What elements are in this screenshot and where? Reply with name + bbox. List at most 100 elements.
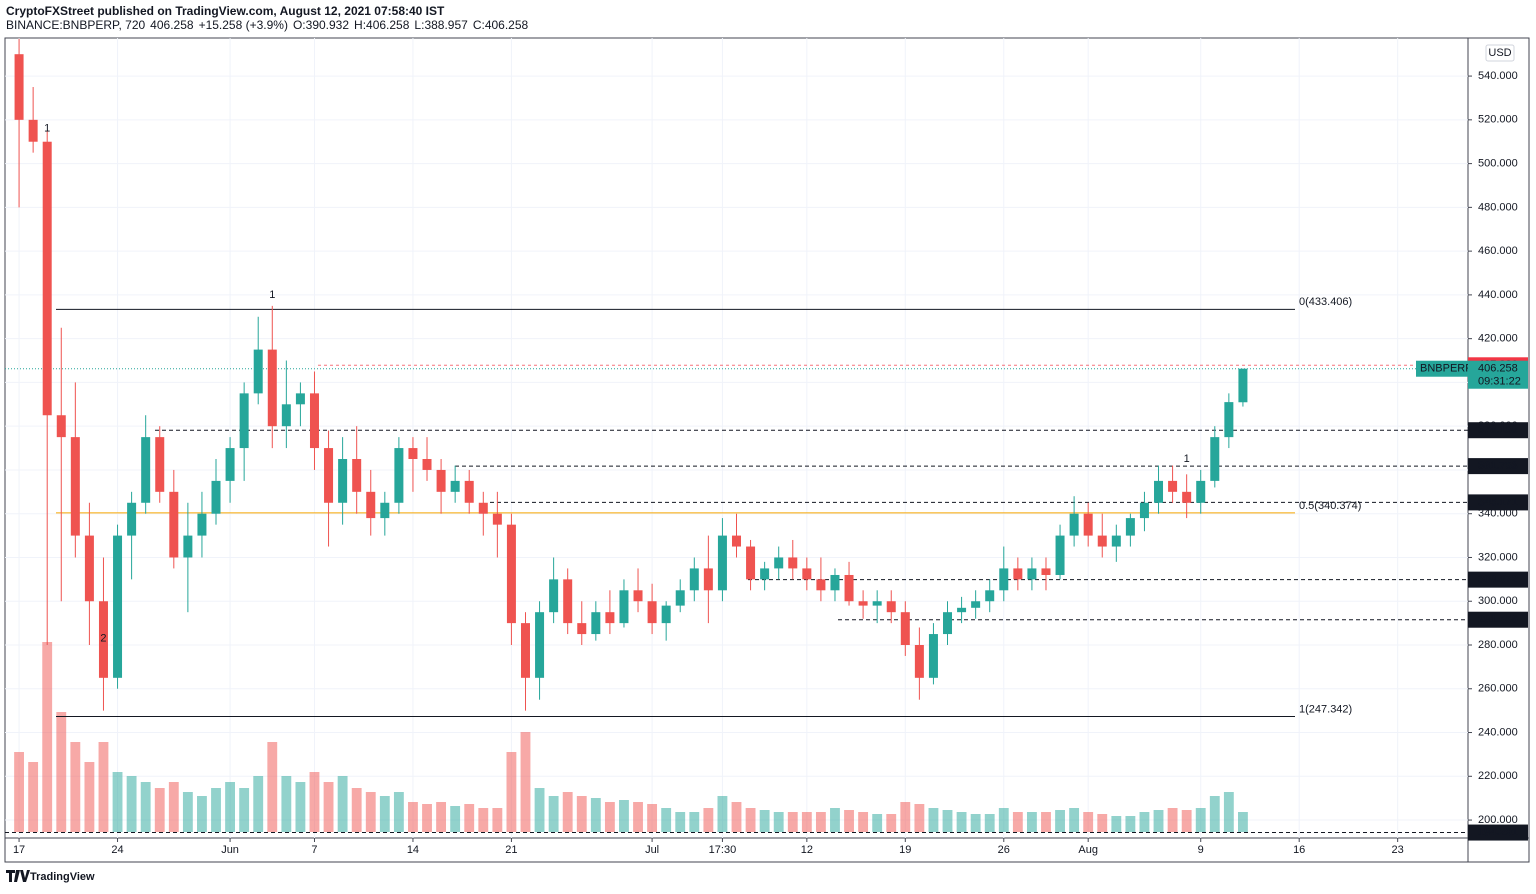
candle-body <box>900 612 910 646</box>
volume-bar <box>168 782 179 832</box>
x-tick-label: 19 <box>899 844 911 856</box>
x-tick-label: 21 <box>505 844 517 856</box>
candle-body <box>563 579 573 624</box>
level-label: 345.171 <box>1478 496 1518 508</box>
candle-body <box>42 141 52 416</box>
volume-bar <box>590 798 601 832</box>
volume-bar <box>408 802 418 832</box>
y-tick-label: 240.000 <box>1478 726 1518 738</box>
volume-bar <box>858 812 869 832</box>
volume-bar <box>42 642 53 832</box>
level-box <box>1468 422 1528 439</box>
volume-bar <box>182 792 193 832</box>
candle-body <box>98 601 108 678</box>
last-price: 406.258 <box>150 18 194 32</box>
y-tick-label: 340.000 <box>1478 508 1518 520</box>
y-tick-label: 420.000 <box>1478 333 1518 345</box>
candle-body <box>1125 518 1135 536</box>
volume-bar <box>1181 810 1192 832</box>
candle-body <box>1238 368 1248 403</box>
volume-bar <box>928 808 939 832</box>
y-tick-label: 480.000 <box>1478 201 1518 213</box>
volume-bar <box>267 742 278 832</box>
price-box <box>1468 360 1528 389</box>
candle-body <box>619 590 629 624</box>
volume-bar <box>900 802 911 832</box>
candle-body <box>28 119 38 142</box>
volume-bar <box>98 742 109 832</box>
volume-bar <box>492 808 503 832</box>
currency-box <box>1485 44 1515 62</box>
level-box <box>1468 824 1528 841</box>
volume-bar <box>787 812 798 832</box>
ohlc-value: 390.932 <box>306 18 350 32</box>
candle-body <box>591 612 601 635</box>
publisher: CryptoFXStreet published on TradingView.… <box>6 4 445 18</box>
candle-body <box>788 557 798 569</box>
candle-body <box>1055 535 1065 575</box>
candle-body <box>844 574 854 602</box>
candle-body <box>731 535 742 547</box>
candle-body <box>408 448 418 460</box>
x-tick-label: Aug <box>1078 844 1098 856</box>
candle-body <box>436 469 446 492</box>
volume-bar <box>1026 812 1037 832</box>
volume-bar <box>703 808 714 832</box>
volume-bar <box>1041 812 1051 832</box>
candle-body <box>1111 535 1121 547</box>
level-label: 361.753 <box>1478 460 1518 472</box>
candle-body <box>141 437 151 503</box>
volume-bar <box>815 812 826 832</box>
candle-body <box>1139 502 1149 519</box>
volume-bar <box>323 782 334 832</box>
ohlc-label: O: <box>293 18 306 32</box>
candle-body <box>127 502 137 536</box>
volume-bar <box>211 788 221 832</box>
volume-bar <box>1069 808 1080 832</box>
volume-bar <box>759 810 770 832</box>
frame <box>4 37 1530 863</box>
candle-body <box>957 607 967 613</box>
y-tick-label: 540.000 <box>1478 70 1518 82</box>
candle-body <box>1041 568 1051 575</box>
x-tick-label: 24 <box>111 844 123 856</box>
candle-body <box>281 404 291 427</box>
y-tick-label: 520.000 <box>1478 114 1518 126</box>
volume-bar <box>604 802 615 832</box>
candle-body <box>366 491 376 519</box>
candle-body <box>661 605 671 624</box>
candle-body <box>1097 535 1107 547</box>
volume-bar <box>140 782 151 832</box>
candles <box>14 38 1248 711</box>
level-label: 194.291 <box>1478 826 1518 838</box>
volume-bar <box>422 804 432 832</box>
candle-body <box>155 437 165 492</box>
x-tick-label: Jul <box>645 844 659 856</box>
volume-bar <box>197 796 207 832</box>
volume-bar <box>520 732 531 832</box>
candle-body <box>1196 480 1206 503</box>
volume-bar <box>562 792 573 832</box>
candle-body <box>816 579 826 591</box>
volume-bar <box>112 772 123 832</box>
y-tick-label: 460.000 <box>1478 245 1518 257</box>
volume-bar <box>1139 812 1150 832</box>
volume-bar <box>450 806 461 832</box>
x-tick-label: 23 <box>1392 844 1404 856</box>
volume-bar <box>1223 792 1234 832</box>
x-tick-label: 17:30 <box>709 844 737 856</box>
candle-body <box>1027 568 1037 580</box>
candle-body <box>225 448 235 481</box>
ohlc-label: L: <box>414 18 424 32</box>
candle-body <box>295 393 305 405</box>
level-box <box>1468 458 1528 475</box>
candle-body <box>422 459 432 470</box>
candle-body <box>352 459 362 492</box>
x-tick-label: 17 <box>13 844 25 856</box>
volume-bar <box>1125 816 1136 832</box>
candle-body <box>1154 480 1164 503</box>
candle-body <box>253 349 263 394</box>
volume-bar <box>675 812 686 832</box>
candle-body <box>717 535 727 591</box>
annotation: 1 <box>44 122 50 134</box>
